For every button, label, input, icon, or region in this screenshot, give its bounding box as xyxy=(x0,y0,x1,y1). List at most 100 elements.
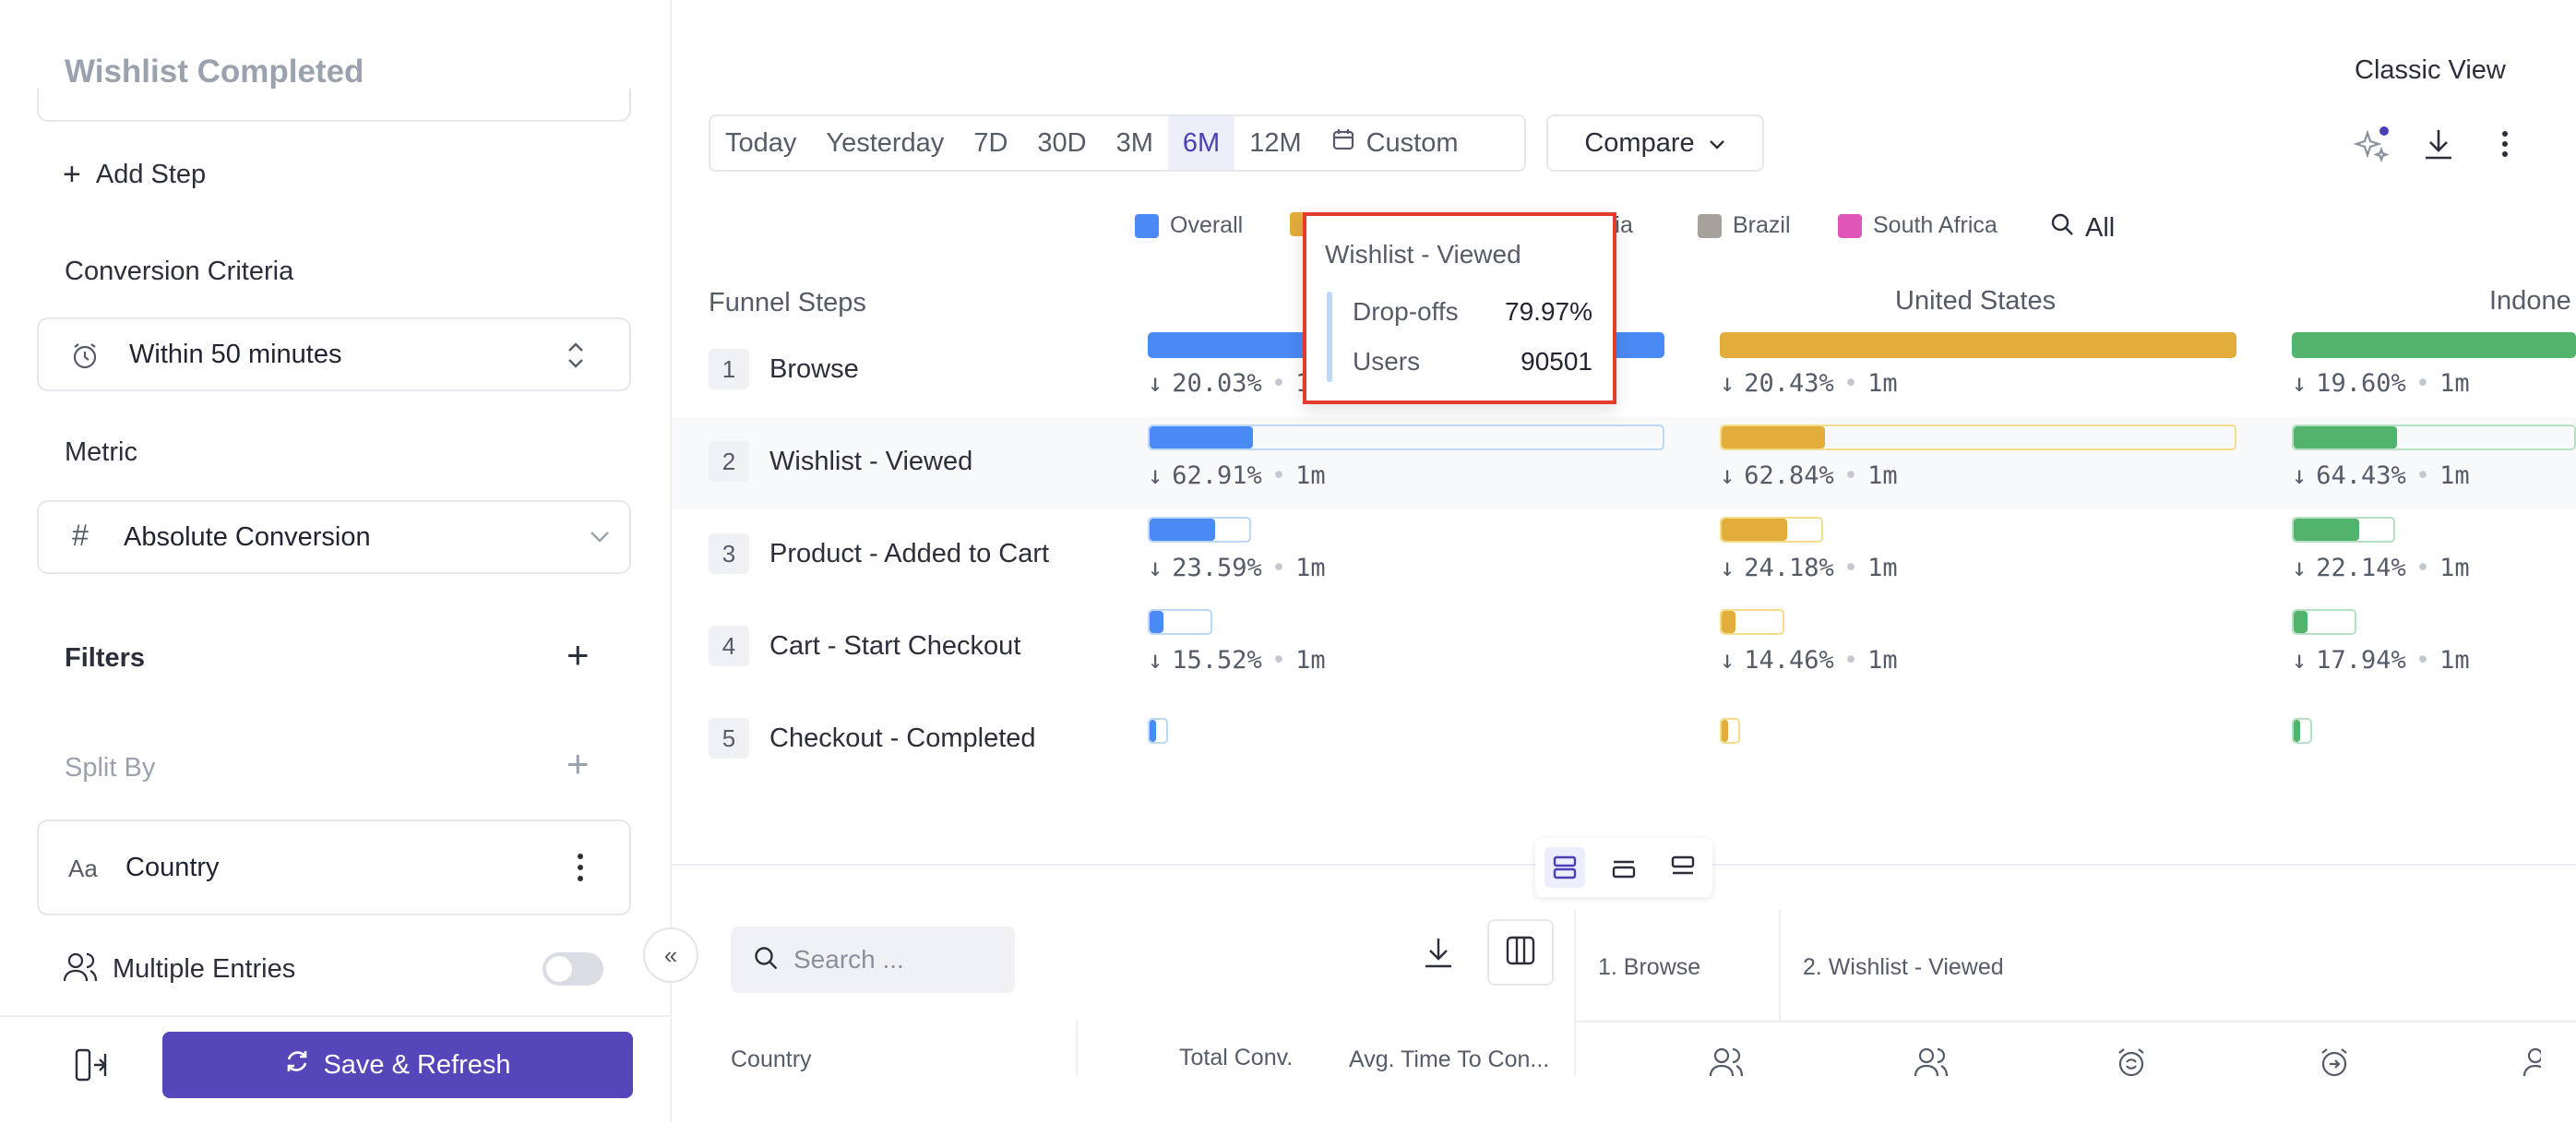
step-number: 2 xyxy=(709,441,749,482)
funnel-step-3[interactable]: 3 Product - Added to Cart xyxy=(709,533,1049,574)
funnel-bar[interactable] xyxy=(1148,517,1251,543)
collapse-sidebar-button[interactable]: « xyxy=(643,927,698,983)
dropoff-value: 64.43% xyxy=(2316,461,2406,490)
separator-dot: • xyxy=(1270,554,1287,582)
metric-select[interactable]: # Absolute Conversion xyxy=(37,500,631,574)
view-layout-toggle xyxy=(1535,838,1712,897)
header-total-conv[interactable]: Total Conv. xyxy=(1179,1045,1294,1070)
range-today[interactable]: Today xyxy=(725,128,797,158)
funnel-bar[interactable] xyxy=(2292,332,2576,358)
dropoff-label: ↓ 17.94% • 1m xyxy=(2292,646,2470,675)
save-refresh-button[interactable]: Save & Refresh xyxy=(162,1032,633,1098)
table-download-icon[interactable] xyxy=(1423,936,1454,974)
split-by-country-card[interactable]: Aa Country xyxy=(37,819,631,915)
layout-bottom-icon[interactable] xyxy=(1604,847,1644,888)
time-value: 1m xyxy=(1867,461,1898,490)
funnel-bar[interactable] xyxy=(1720,609,1784,635)
header-wishlist-viewed[interactable]: 2. Wishlist - Viewed xyxy=(1803,954,2004,980)
range-6m[interactable]: 6M xyxy=(1167,116,1235,170)
add-filter-plus-icon[interactable]: + xyxy=(566,633,590,676)
panel-toggle-icon[interactable] xyxy=(74,1046,107,1088)
range-12m[interactable]: 12M xyxy=(1249,128,1302,158)
separator-dot: • xyxy=(2415,554,2431,582)
dropoff-label: ↓ 19.60% • 1m xyxy=(2292,369,2470,398)
range-30d[interactable]: 30D xyxy=(1037,128,1087,158)
arrow-down-icon: ↓ xyxy=(2292,461,2308,490)
arrow-down-icon: ↓ xyxy=(2292,646,2308,675)
arrow-down-icon: ↓ xyxy=(1148,646,1163,675)
legend-item-south-africa[interactable]: South Africa xyxy=(1838,212,1998,239)
split-by-label: Split By xyxy=(65,753,156,783)
funnel-steps-header: Funnel Steps xyxy=(709,288,866,317)
legend-all-button[interactable]: All xyxy=(2050,212,2115,244)
more-vertical-icon[interactable] xyxy=(2500,127,2510,165)
funnel-bar[interactable] xyxy=(2292,718,2312,744)
dropoff-label: ↓ 15.52% • 1m xyxy=(1148,646,1326,675)
more-vertical-icon[interactable] xyxy=(576,849,585,891)
funnel-step-1[interactable]: 1 Browse xyxy=(709,349,859,389)
add-split-plus-icon[interactable]: + xyxy=(566,742,590,785)
refresh-icon xyxy=(284,1048,310,1082)
funnel-bar[interactable] xyxy=(1720,332,2236,358)
columns-button[interactable] xyxy=(1487,919,1554,986)
header-avg-time[interactable]: Avg. Time To Con... xyxy=(1349,1046,1550,1072)
multiple-entries-toggle[interactable] xyxy=(543,952,603,986)
search-icon xyxy=(753,945,779,975)
funnel-bar[interactable] xyxy=(2292,517,2395,543)
funnel-bar[interactable] xyxy=(1720,517,1823,543)
classic-view-link[interactable]: Classic View xyxy=(2355,55,2506,85)
legend-item-brazil[interactable]: Brazil xyxy=(1698,212,1791,239)
funnel-bar[interactable] xyxy=(2292,424,2576,450)
arrow-down-icon: ↓ xyxy=(1148,461,1163,490)
table-header-divider xyxy=(1574,1021,2576,1022)
download-icon[interactable] xyxy=(2423,127,2454,165)
highlighted-row xyxy=(672,417,2576,509)
search-input[interactable] xyxy=(792,944,998,975)
funnel-step-4[interactable]: 4 Cart - Start Checkout xyxy=(709,626,1020,666)
previous-step-card[interactable] xyxy=(37,89,631,122)
save-refresh-label: Save & Refresh xyxy=(323,1049,511,1080)
hash-icon: # xyxy=(72,519,89,552)
funnel-title[interactable]: Wishlist Completed xyxy=(65,54,364,90)
plus-icon: + xyxy=(63,157,81,192)
range-custom[interactable]: Custom xyxy=(1317,116,1473,170)
dropoff-label: ↓ 64.43% • 1m xyxy=(2292,461,2470,490)
range-yesterday[interactable]: Yesterday xyxy=(826,128,945,158)
funnel-bar[interactable] xyxy=(1148,609,1212,635)
ai-sparkle-icon[interactable] xyxy=(2353,126,2391,169)
dropoff-value: 24.18% xyxy=(1744,554,1834,582)
step-number: 5 xyxy=(709,718,749,759)
header-browse[interactable]: 1. Browse xyxy=(1598,954,1701,980)
dropoff-label: ↓ 24.18% • 1m xyxy=(1720,554,1898,582)
funnel-step-2[interactable]: 2 Wishlist - Viewed xyxy=(709,441,972,482)
header-country[interactable]: Country xyxy=(731,1046,812,1072)
separator-dot: • xyxy=(2415,646,2431,675)
dropoff-label: ↓ 62.84% • 1m xyxy=(1720,461,1898,490)
arrow-down-icon: ↓ xyxy=(2292,554,2308,582)
funnel-bar[interactable] xyxy=(2292,609,2356,635)
layout-expanded-icon[interactable] xyxy=(1544,847,1585,888)
funnel-bar[interactable] xyxy=(1148,718,1168,744)
funnel-step-5[interactable]: 5 Checkout - Completed xyxy=(709,718,1036,759)
columns-icon xyxy=(1505,935,1536,971)
add-step-button[interactable]: + Add Step xyxy=(63,159,206,190)
split-by-value: Country xyxy=(125,853,220,882)
legend-label: South Africa xyxy=(1873,212,1998,238)
funnel-bar[interactable] xyxy=(1720,718,1740,744)
range-7d[interactable]: 7D xyxy=(973,128,1008,158)
dropoff-value: 19.60% xyxy=(2316,369,2406,398)
tooltip-users-value: 90501 xyxy=(1521,347,1592,376)
text-type-icon: Aa xyxy=(68,855,98,882)
conversion-criteria-select[interactable]: Within 50 minutes xyxy=(37,317,631,391)
toggle-knob xyxy=(546,956,572,982)
funnel-bar[interactable] xyxy=(1720,424,2236,450)
table-search[interactable] xyxy=(731,927,1015,993)
column-header-united-states: United States xyxy=(1895,286,2057,316)
compare-dropdown[interactable]: Compare xyxy=(1546,114,1764,172)
funnel-bar[interactable] xyxy=(1148,424,1664,450)
layout-top-icon[interactable] xyxy=(1663,847,1703,888)
chevron-updown-icon xyxy=(565,340,587,376)
legend-item-overall[interactable]: Overall xyxy=(1135,212,1243,239)
table-divider xyxy=(1076,1021,1078,1076)
range-3m[interactable]: 3M xyxy=(1115,128,1153,158)
